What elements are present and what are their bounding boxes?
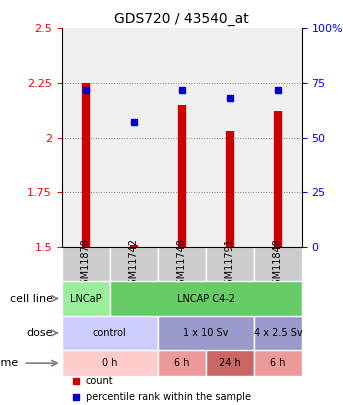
FancyBboxPatch shape	[254, 315, 302, 350]
Text: 6 h: 6 h	[174, 358, 190, 368]
Text: dose: dose	[27, 328, 53, 338]
Bar	[62, 28, 110, 247]
Text: 24 h: 24 h	[219, 358, 241, 368]
FancyBboxPatch shape	[254, 247, 302, 281]
FancyBboxPatch shape	[206, 350, 254, 376]
Text: 4 x 2.5 Sv: 4 x 2.5 Sv	[253, 328, 302, 338]
Text: LNCAP C4-2: LNCAP C4-2	[177, 294, 235, 303]
Bar	[254, 28, 302, 247]
FancyBboxPatch shape	[62, 350, 158, 376]
Text: count: count	[86, 375, 114, 386]
FancyBboxPatch shape	[62, 281, 110, 315]
Text: LNCaP: LNCaP	[70, 294, 102, 303]
FancyBboxPatch shape	[254, 350, 302, 376]
Text: GSM11848: GSM11848	[273, 238, 283, 290]
Text: GSM11748: GSM11748	[177, 238, 187, 291]
Text: percentile rank within the sample: percentile rank within the sample	[86, 392, 251, 402]
Text: cell line: cell line	[10, 294, 53, 303]
Bar	[110, 28, 158, 247]
FancyBboxPatch shape	[158, 247, 206, 281]
FancyBboxPatch shape	[158, 315, 254, 350]
FancyBboxPatch shape	[62, 247, 110, 281]
FancyBboxPatch shape	[206, 247, 254, 281]
Text: 6 h: 6 h	[270, 358, 286, 368]
FancyBboxPatch shape	[158, 350, 206, 376]
FancyBboxPatch shape	[110, 247, 158, 281]
Bar	[158, 28, 206, 247]
Text: 0 h: 0 h	[102, 358, 118, 368]
FancyBboxPatch shape	[62, 315, 158, 350]
Text: GSM11742: GSM11742	[129, 238, 139, 291]
Text: control: control	[93, 328, 127, 338]
Text: time: time	[0, 358, 19, 368]
Text: GSM11878: GSM11878	[81, 238, 91, 291]
Text: GSM11791: GSM11791	[225, 238, 235, 291]
Bar	[206, 28, 254, 247]
FancyBboxPatch shape	[110, 281, 302, 315]
Title: GDS720 / 43540_at: GDS720 / 43540_at	[115, 12, 249, 26]
Text: 1 x 10 Sv: 1 x 10 Sv	[183, 328, 228, 338]
